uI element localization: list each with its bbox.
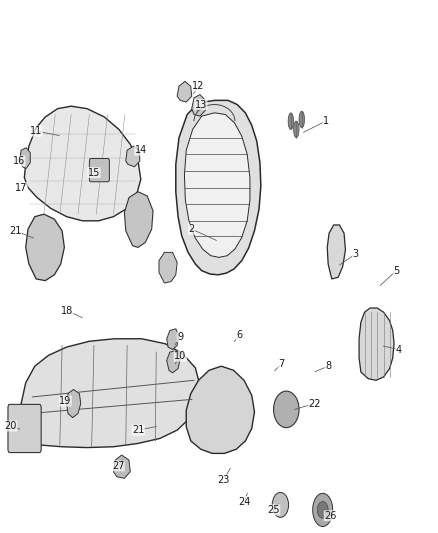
Polygon shape (167, 350, 180, 373)
Ellipse shape (274, 391, 299, 427)
Text: 17: 17 (15, 183, 27, 192)
FancyBboxPatch shape (89, 158, 110, 182)
Polygon shape (186, 366, 254, 454)
Polygon shape (184, 113, 250, 257)
Polygon shape (113, 455, 131, 478)
Text: 20: 20 (4, 421, 17, 431)
Text: 26: 26 (324, 511, 337, 521)
Ellipse shape (313, 493, 333, 527)
Ellipse shape (288, 113, 293, 130)
Text: 12: 12 (192, 81, 205, 91)
Text: 2: 2 (189, 224, 195, 234)
Text: 9: 9 (177, 332, 184, 342)
Polygon shape (192, 94, 205, 116)
Text: 10: 10 (174, 351, 187, 361)
Ellipse shape (299, 111, 304, 128)
Text: 14: 14 (134, 145, 147, 155)
Text: 5: 5 (393, 265, 399, 276)
Text: 21: 21 (9, 226, 21, 236)
Text: 18: 18 (60, 305, 73, 316)
Polygon shape (177, 81, 192, 102)
Polygon shape (67, 390, 81, 418)
Ellipse shape (272, 492, 289, 518)
Text: 22: 22 (308, 399, 321, 409)
Ellipse shape (317, 502, 328, 518)
Text: 8: 8 (325, 361, 331, 371)
Text: 7: 7 (279, 359, 285, 369)
Polygon shape (124, 192, 153, 247)
FancyBboxPatch shape (8, 405, 41, 453)
Polygon shape (126, 146, 140, 167)
Text: 6: 6 (237, 330, 243, 341)
Polygon shape (20, 148, 30, 168)
Text: 11: 11 (30, 126, 42, 136)
Text: 1: 1 (323, 116, 329, 126)
Polygon shape (176, 100, 261, 275)
Text: 13: 13 (194, 100, 207, 109)
Text: 19: 19 (59, 396, 71, 406)
Polygon shape (26, 214, 64, 280)
Text: 23: 23 (217, 475, 230, 485)
Polygon shape (25, 106, 141, 221)
Text: 27: 27 (112, 461, 124, 471)
Text: 16: 16 (13, 156, 25, 166)
Polygon shape (167, 329, 179, 350)
Text: 25: 25 (267, 505, 280, 515)
Polygon shape (359, 308, 394, 381)
Text: 21: 21 (132, 425, 144, 435)
Polygon shape (327, 225, 346, 279)
Ellipse shape (293, 121, 299, 138)
Text: 15: 15 (88, 168, 100, 177)
Text: 3: 3 (353, 249, 359, 259)
Text: 24: 24 (238, 497, 250, 506)
Polygon shape (20, 339, 200, 448)
Polygon shape (159, 253, 177, 283)
Text: 4: 4 (396, 344, 402, 354)
